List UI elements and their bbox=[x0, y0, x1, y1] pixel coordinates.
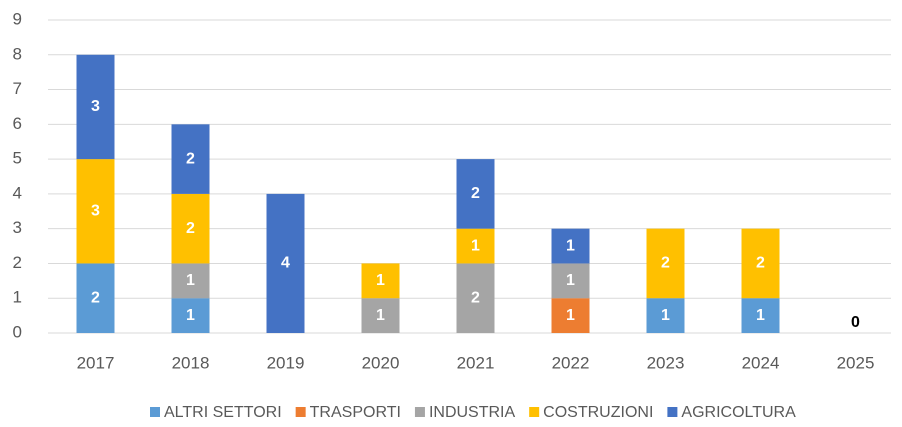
value-label: 1 bbox=[471, 237, 480, 254]
value-label: 1 bbox=[661, 307, 670, 324]
y-tick-label: 9 bbox=[13, 9, 22, 28]
bar-segment bbox=[76, 54, 115, 160]
y-tick-label: 4 bbox=[13, 183, 22, 202]
legend-label: COSTRUZIONI bbox=[543, 404, 653, 421]
legend-label: INDUSTRIA bbox=[429, 404, 516, 421]
bar-segment bbox=[76, 263, 115, 333]
value-label: 2 bbox=[186, 150, 195, 167]
value-label: 2 bbox=[91, 289, 100, 306]
value-label: 2 bbox=[661, 255, 670, 272]
bar-segment bbox=[456, 228, 495, 264]
legend-label: AGRICOLTURA bbox=[681, 404, 796, 421]
value-label: 3 bbox=[91, 202, 100, 219]
bar-segment bbox=[171, 193, 210, 264]
value-label: 2 bbox=[471, 185, 480, 202]
legend-swatch bbox=[295, 407, 306, 417]
bar-segment bbox=[171, 298, 210, 333]
x-tick-label: 2020 bbox=[362, 353, 400, 372]
value-label: 2 bbox=[756, 255, 765, 272]
bar-segment bbox=[171, 124, 210, 194]
bar-segment bbox=[646, 228, 685, 299]
y-tick-label: 6 bbox=[13, 114, 22, 133]
value-label: 3 bbox=[91, 98, 100, 115]
value-label: 1 bbox=[376, 272, 385, 289]
legend-swatch bbox=[667, 407, 678, 417]
y-tick-label: 0 bbox=[13, 322, 22, 341]
bar-segment bbox=[76, 159, 115, 264]
x-tick-label: 2018 bbox=[172, 353, 210, 372]
value-label: 1 bbox=[756, 307, 765, 324]
legend-label: ALTRI SETTORI bbox=[164, 404, 282, 421]
y-tick-label: 2 bbox=[13, 253, 22, 272]
bar-segment bbox=[171, 263, 210, 299]
x-tick-label: 2022 bbox=[552, 353, 590, 372]
bar-segment bbox=[741, 298, 780, 333]
bar-segment bbox=[456, 159, 495, 229]
value-label: 1 bbox=[186, 307, 195, 324]
legend-swatch bbox=[529, 407, 540, 417]
value-label: 1 bbox=[566, 272, 575, 289]
bar-segment bbox=[741, 228, 780, 299]
bar-segment bbox=[456, 263, 495, 333]
value-label: 2 bbox=[186, 220, 195, 237]
value-label: 1 bbox=[566, 237, 575, 254]
value-label: 4 bbox=[281, 255, 290, 272]
legend-label: TRASPORTI bbox=[310, 404, 401, 421]
value-label: 1 bbox=[376, 307, 385, 324]
x-tick-label: 2024 bbox=[742, 353, 780, 372]
y-tick-label: 8 bbox=[13, 44, 22, 63]
bar-segment bbox=[551, 298, 590, 333]
x-tick-label: 2025 bbox=[837, 353, 875, 372]
x-tick-label: 2023 bbox=[647, 353, 685, 372]
value-label: 1 bbox=[186, 272, 195, 289]
bar-segment bbox=[361, 263, 400, 299]
y-tick-label: 3 bbox=[13, 218, 22, 237]
bar-segment bbox=[551, 228, 590, 264]
bar-segment bbox=[361, 298, 400, 333]
legend-swatch bbox=[150, 407, 160, 417]
x-tick-label: 2017 bbox=[77, 353, 115, 372]
value-label: 1 bbox=[566, 307, 575, 324]
value-label: 2 bbox=[471, 289, 480, 306]
x-tick-label: 2021 bbox=[457, 353, 495, 372]
value-label: 0 bbox=[851, 314, 860, 331]
y-tick-label: 7 bbox=[13, 79, 22, 98]
legend-swatch bbox=[414, 407, 425, 417]
y-tick-label: 1 bbox=[13, 288, 22, 307]
bar-segment bbox=[646, 298, 685, 333]
bar-segment bbox=[266, 193, 305, 333]
bar-segment bbox=[551, 263, 590, 299]
x-tick-label: 2019 bbox=[267, 353, 305, 372]
y-tick-label: 5 bbox=[13, 149, 22, 168]
